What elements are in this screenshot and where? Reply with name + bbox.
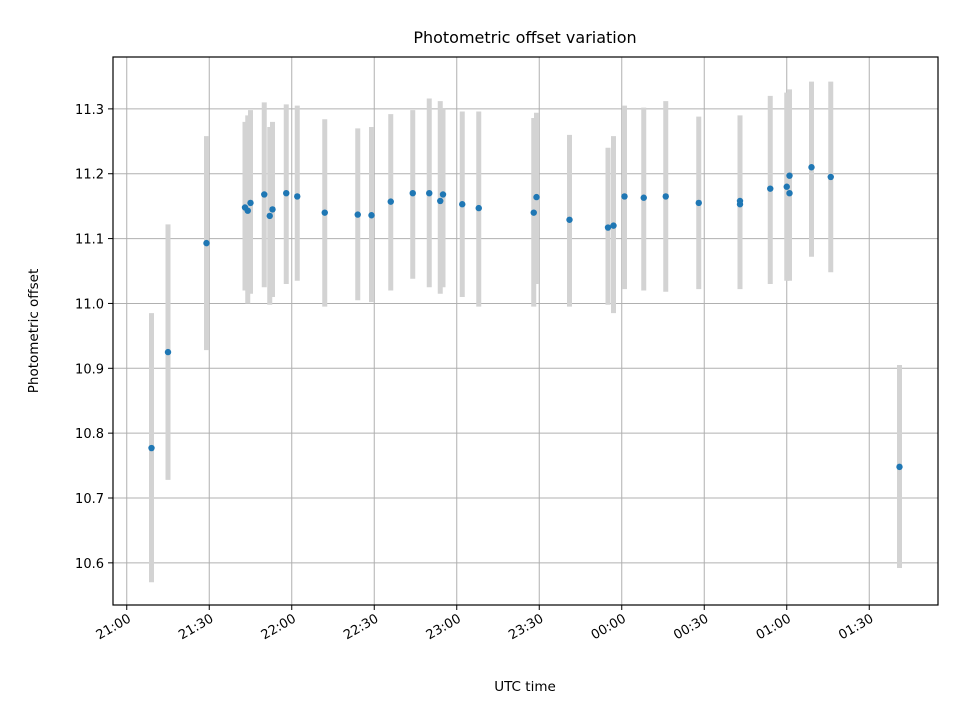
y-tick-label: 11.3	[75, 103, 104, 118]
data-point	[387, 198, 394, 205]
chart-title: Photometric offset variation	[413, 28, 636, 47]
x-tick-label: 01:30	[836, 611, 876, 643]
data-point	[203, 239, 210, 247]
x-tick-label: 00:00	[589, 611, 629, 643]
point-layer	[148, 164, 903, 471]
y-tick-label: 10.9	[75, 362, 104, 377]
x-tick-label: 23:00	[424, 611, 464, 643]
data-point	[530, 209, 537, 216]
data-point	[640, 194, 647, 201]
x-axis-label: UTC time	[494, 679, 556, 695]
data-point	[767, 185, 774, 192]
data-point	[321, 209, 328, 216]
data-point	[896, 463, 903, 471]
tick-layer: 10.6 10.7 10.8 10.9 11.0 11.1 11.2 11.3 21:00 21:…	[75, 103, 876, 643]
data-point	[610, 222, 617, 229]
data-point	[409, 189, 416, 197]
data-point	[786, 172, 793, 179]
y-tick-label: 10.8	[75, 427, 104, 442]
x-tick-label: 01:00	[754, 611, 794, 643]
data-point	[368, 212, 375, 219]
errorbar-layer	[149, 81, 902, 583]
data-point	[621, 193, 628, 200]
data-point	[426, 189, 433, 197]
x-tick-label: 21:30	[176, 611, 216, 643]
x-tick-label: 22:00	[259, 611, 299, 643]
data-point	[662, 193, 669, 200]
y-tick-label: 10.6	[75, 557, 104, 572]
y-tick-label: 11.2	[75, 168, 104, 183]
data-point	[294, 193, 301, 200]
y-tick-label: 11.0	[75, 297, 104, 312]
data-point	[148, 444, 155, 452]
data-point	[283, 189, 290, 197]
data-point	[827, 173, 834, 181]
data-point	[354, 211, 361, 218]
data-point	[566, 216, 573, 223]
x-tick-label: 21:00	[94, 611, 134, 643]
data-point	[475, 204, 482, 212]
data-point	[439, 191, 447, 198]
data-point	[695, 199, 702, 207]
data-point	[247, 199, 254, 207]
x-tick-label: 23:30	[506, 611, 546, 643]
data-point	[459, 201, 466, 208]
data-point	[604, 224, 612, 231]
data-point	[808, 164, 815, 171]
data-point	[533, 193, 540, 201]
y-tick-label: 10.7	[75, 492, 104, 507]
data-point	[244, 207, 251, 214]
data-point	[261, 191, 268, 198]
data-point	[269, 206, 276, 213]
y-tick-label: 11.1	[75, 233, 104, 248]
x-tick-label: 22:30	[341, 611, 381, 643]
y-axis-label: Photometric offset	[26, 269, 42, 393]
x-tick-label: 00:30	[671, 611, 711, 643]
data-point	[786, 189, 793, 197]
grid-layer	[113, 57, 938, 605]
data-point	[437, 197, 444, 205]
data-point	[266, 212, 273, 220]
data-point	[164, 348, 172, 356]
data-point	[736, 197, 744, 205]
plot-frame	[112, 56, 939, 606]
data-point	[783, 183, 790, 190]
